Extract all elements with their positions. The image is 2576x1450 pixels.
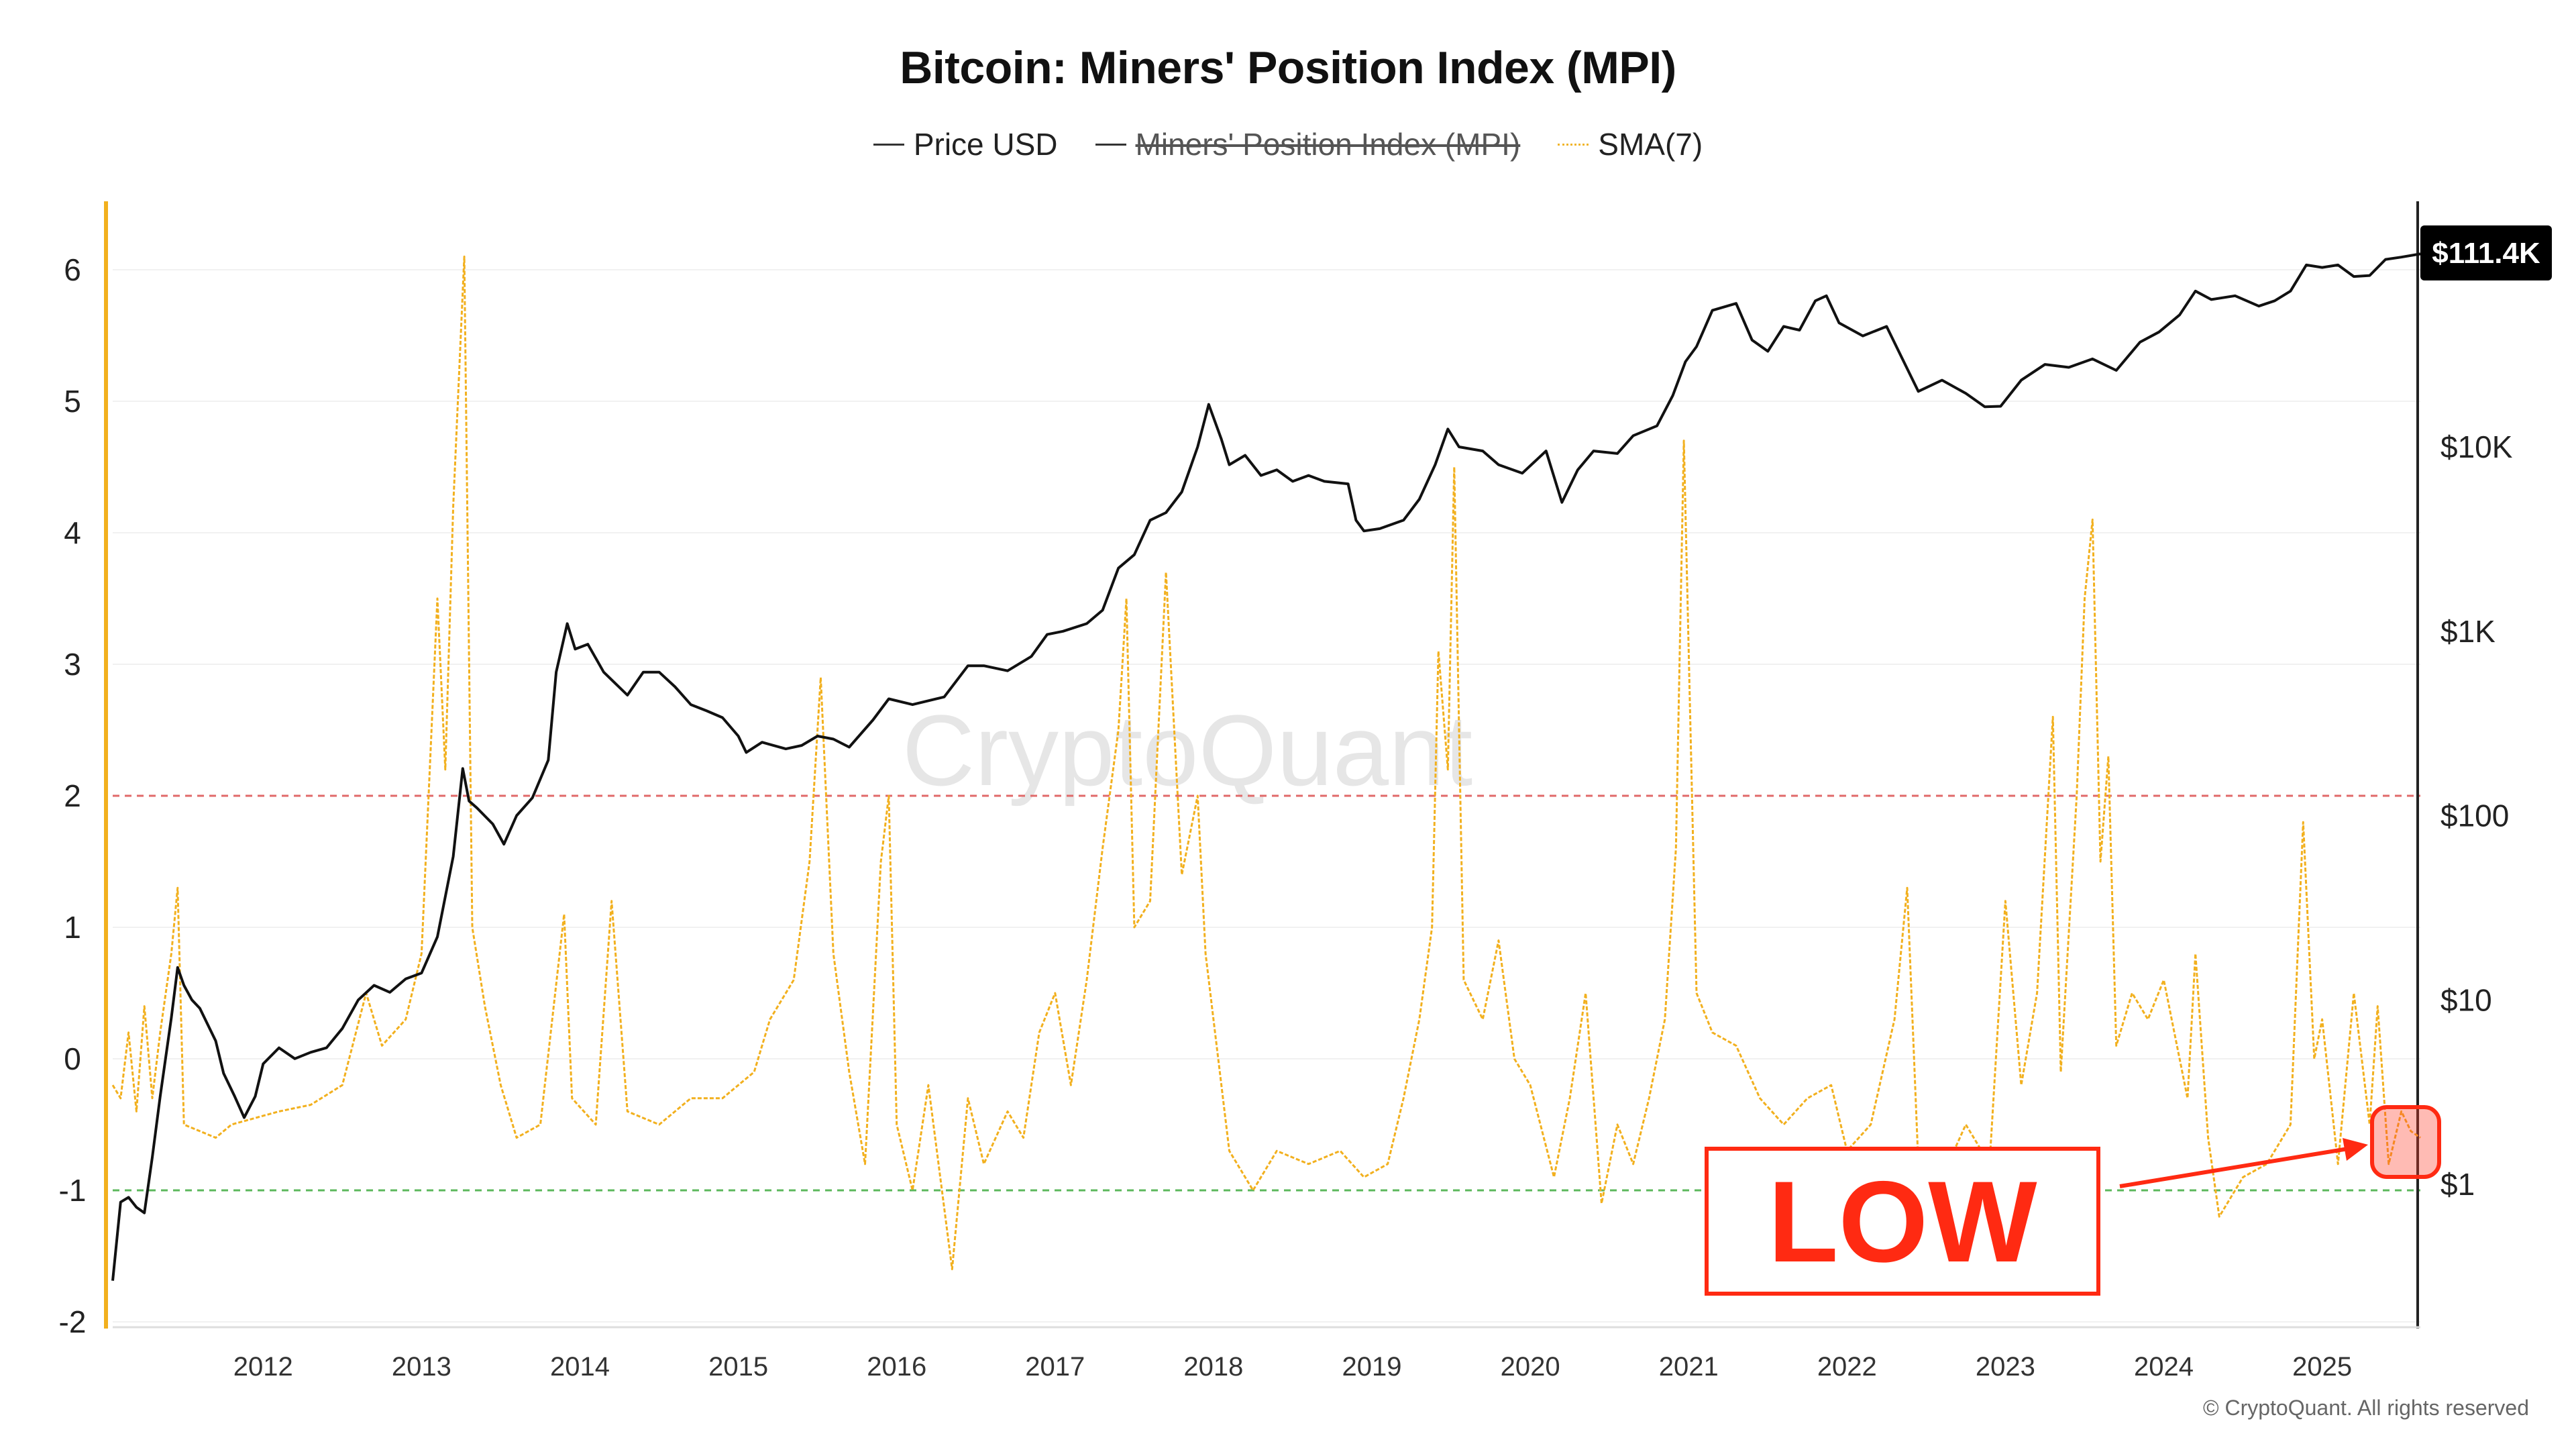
x-tick-label: 2016 — [867, 1352, 926, 1382]
y-left-tick-label: 6 — [64, 252, 81, 287]
y-left-tick-label: -1 — [59, 1173, 87, 1208]
x-tick-label: 2012 — [233, 1352, 293, 1382]
low-label: LOW — [1768, 1157, 2037, 1286]
y-left-tick-label: 1 — [64, 910, 81, 945]
sma-series-line — [111, 255, 2421, 1271]
price-tag-label: $111.4K — [2432, 237, 2540, 270]
x-tick-label: 2025 — [2292, 1352, 2352, 1382]
legend-swatch-price — [873, 143, 904, 146]
x-tick-label: 2014 — [550, 1352, 610, 1382]
y-right-tick-label: $1K — [2440, 614, 2496, 649]
x-tick-label: 2017 — [1025, 1352, 1085, 1382]
legend-item-price[interactable]: Price USD — [873, 126, 1058, 162]
x-tick-label: 2013 — [392, 1352, 451, 1382]
legend: Price USD Miners' Position Index (MPI) S… — [0, 126, 2576, 162]
low-arrow-line — [2119, 1147, 2349, 1188]
legend-swatch-sma — [1558, 143, 1589, 146]
legend-item-mpi[interactable]: Miners' Position Index (MPI) — [1095, 126, 1521, 162]
price-tag: $111.4K — [2420, 225, 2552, 280]
price-series-line — [111, 252, 2421, 1281]
copyright: © CryptoQuant. All rights reserved — [2203, 1396, 2529, 1420]
legend-label-mpi: Miners' Position Index (MPI) — [1135, 127, 1521, 162]
watermark: CryptoQuant — [902, 694, 1472, 807]
legend-swatch-mpi — [1095, 143, 1126, 146]
y-left-tick-label: 3 — [64, 647, 81, 682]
legend-label-price: Price USD — [913, 127, 1058, 162]
y-left-tick-label: 0 — [64, 1041, 81, 1076]
x-tick-label: 2018 — [1183, 1352, 1243, 1382]
chart-title: Bitcoin: Miners' Position Index (MPI) — [900, 42, 1676, 93]
low-box — [1705, 1147, 2100, 1296]
low-annotation: LOW — [1705, 1105, 2441, 1296]
x-tick-label: 2020 — [1501, 1352, 1560, 1382]
y-right-tick-label: $1 — [2440, 1167, 2475, 1202]
x-tick-label: 2021 — [1659, 1352, 1719, 1382]
y-left-tick-label: -2 — [59, 1304, 87, 1339]
x-tick-label: 2024 — [2134, 1352, 2194, 1382]
y-left-tick-label: 4 — [64, 515, 81, 550]
x-tick-label: 2022 — [1817, 1352, 1877, 1382]
low-arrow-head — [2343, 1138, 2368, 1161]
x-tick-label: 2023 — [1976, 1352, 2035, 1382]
y-right-tick-label: $100 — [2440, 798, 2509, 833]
legend-item-sma[interactable]: SMA(7) — [1558, 126, 1703, 162]
low-highlight-box — [2370, 1105, 2441, 1179]
x-tick-label: 2019 — [1342, 1352, 1402, 1382]
legend-label-sma: SMA(7) — [1598, 127, 1703, 162]
y-right-tick-label: $10 — [2440, 982, 2492, 1017]
x-tick-label: 2015 — [708, 1352, 768, 1382]
y-right-tick-label: $10K — [2440, 429, 2513, 464]
y-left-tick-label: 5 — [64, 384, 81, 419]
y-left-tick-label: 2 — [64, 778, 81, 813]
